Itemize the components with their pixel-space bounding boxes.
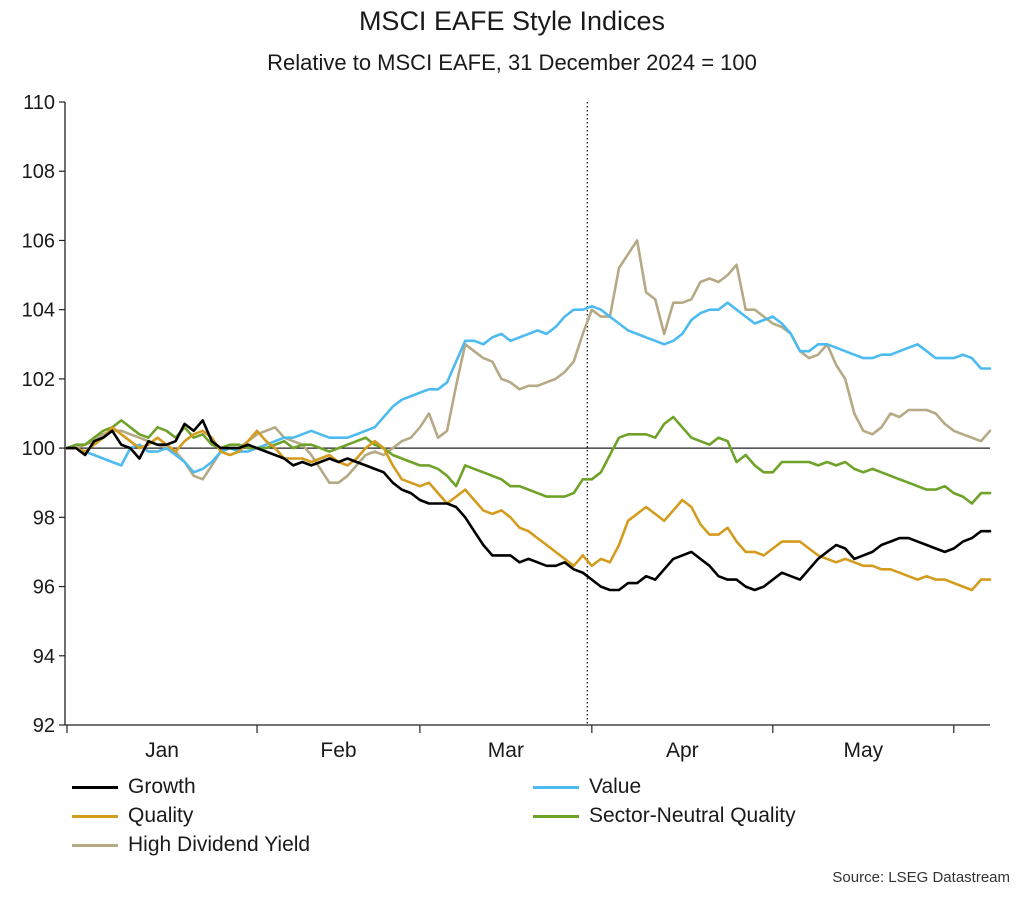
y-tick-label-92: 92 xyxy=(33,715,55,737)
legend: Growth Value Quality Sector-Neutral Qual… xyxy=(72,774,972,864)
y-tick-label-100: 100 xyxy=(22,438,55,460)
legend-swatch-sector-neutral-quality xyxy=(533,814,579,818)
axes: 92 94 96 98 100 102 104 106 108 110 Jan Feb Mar Apr Ma… xyxy=(22,92,990,762)
y-tick-label-96: 96 xyxy=(33,577,55,599)
legend-item-value: Value xyxy=(533,774,641,800)
legend-swatch-quality xyxy=(72,814,118,818)
y-tick-label-102: 102 xyxy=(22,369,55,391)
legend-swatch-value xyxy=(533,785,579,789)
x-tick-label-jan: Jan xyxy=(145,739,179,762)
source-note: Source: LSEG Datastream xyxy=(832,869,1010,886)
legend-label-value: Value xyxy=(589,775,642,798)
series-lines xyxy=(65,239,992,592)
legend-swatch-high-dividend-yield xyxy=(72,843,118,847)
y-tick-label-98: 98 xyxy=(33,507,55,529)
legend-swatch-growth xyxy=(72,785,118,789)
series-line-growth xyxy=(65,419,992,592)
legend-label-high-dividend-yield: High Dividend Yield xyxy=(128,833,311,856)
legend-item-high-dividend-yield: High Dividend Yield xyxy=(72,832,310,858)
x-tick-label-mar: Mar xyxy=(488,739,524,762)
legend-item-sector-neutral-quality: Sector-Neutral Quality xyxy=(533,803,796,829)
line-chart: 92 94 96 98 100 102 104 106 108 110 Jan Feb Mar Apr Ma… xyxy=(22,92,992,762)
series-line-quality xyxy=(65,425,992,592)
y-tick-label-110: 110 xyxy=(23,92,55,114)
series-line-value xyxy=(65,301,992,474)
x-tick-label-apr: Apr xyxy=(666,739,699,762)
x-tick-label-may: May xyxy=(843,739,883,762)
chart-title: MSCI EAFE Style Indices xyxy=(358,6,666,36)
series-line-high-dividend-yield xyxy=(65,239,992,485)
y-tick-label-108: 108 xyxy=(22,161,55,183)
y-tick-label-94: 94 xyxy=(33,646,55,668)
legend-label-growth: Growth xyxy=(128,775,196,798)
legend-item-growth: Growth xyxy=(72,774,196,800)
y-tick-label-104: 104 xyxy=(22,300,55,322)
chart-subtitle: Relative to MSCI EAFE, 31 December 2024 … xyxy=(267,50,757,75)
y-tick-label-106: 106 xyxy=(22,230,55,252)
x-tick-label-feb: Feb xyxy=(320,739,356,762)
legend-item-quality: Quality xyxy=(72,803,193,829)
legend-label-quality: Quality xyxy=(128,804,194,827)
legend-label-sector-neutral-quality: Sector-Neutral Quality xyxy=(589,804,796,827)
series-line-sector-neutral-quality xyxy=(65,415,992,505)
